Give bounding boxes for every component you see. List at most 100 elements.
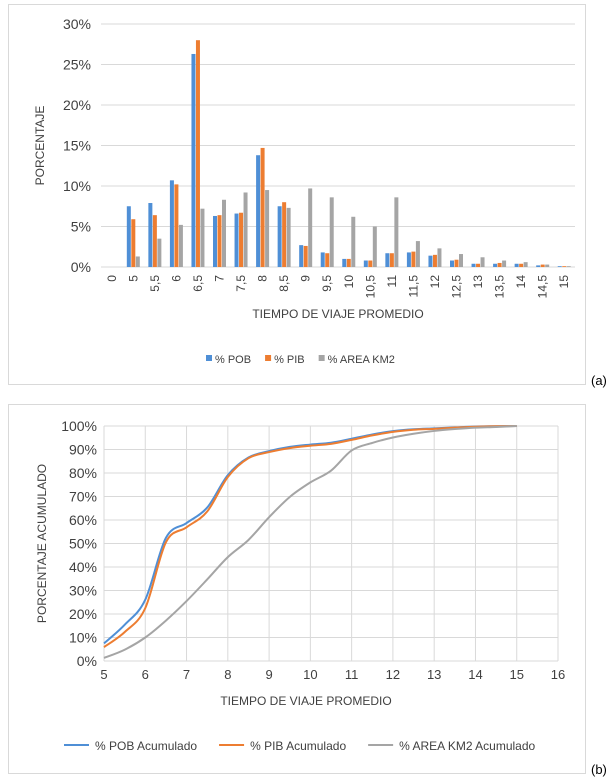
bar xyxy=(394,197,399,267)
bar xyxy=(372,226,377,267)
bar xyxy=(213,215,217,267)
y-tick-label: 20% xyxy=(63,97,91,113)
legend-swatch xyxy=(265,355,272,361)
x-tick-label: 11,5 xyxy=(406,275,420,298)
bar-chart: 0% 5% 10% 15% 20% 25% 30% 0 5 5,5 6 6,5 7 7,5 8 8,5 9 9,5… xyxy=(33,16,575,366)
legend-swatch xyxy=(206,355,212,361)
series-line xyxy=(103,425,517,648)
bar xyxy=(536,265,541,267)
x-tick-label: 8,5 xyxy=(277,275,291,292)
bar xyxy=(450,260,454,267)
y-tick-label: 15% xyxy=(63,138,91,154)
x-tick-label: 16 xyxy=(551,667,565,682)
legend-label: % PIB xyxy=(274,354,305,366)
bar xyxy=(265,190,270,267)
x-tick-label: 6 xyxy=(169,275,183,282)
legend-label: % POB Acumulado xyxy=(95,739,197,753)
x-tick-label: 15 xyxy=(557,275,571,289)
bar xyxy=(411,251,416,267)
x-tick-label: 5 xyxy=(100,667,107,682)
bar xyxy=(169,180,174,267)
bar xyxy=(157,238,162,267)
bar xyxy=(126,206,131,267)
y-tick-label: 5% xyxy=(71,219,91,235)
x-tick-label: 12 xyxy=(386,667,400,682)
bar xyxy=(514,263,519,267)
x-tick-label: 15 xyxy=(509,667,523,682)
bar xyxy=(454,259,459,267)
bar xyxy=(428,255,433,267)
y-tick-label: 40% xyxy=(69,559,97,575)
x-tick-label: 14,5 xyxy=(536,275,550,299)
line-chart: 0% 10% 20% 30% 40% 50% 60% 70% 80% 90% 100% 5 6 7 8 9 10… xyxy=(35,418,565,753)
chart-panel-a: 0% 5% 10% 15% 20% 25% 30% 0 5 5,5 6 6,5 7 7,5 8 8,5 9 9,5… xyxy=(8,4,586,385)
x-tick-label: 5,5 xyxy=(148,275,162,292)
x-tick-label: 8 xyxy=(256,275,270,282)
legend-label: % AREA KM2 xyxy=(328,354,395,366)
bar xyxy=(174,184,179,267)
legend-label: % PIB Acumulado xyxy=(250,739,346,753)
bar xyxy=(195,40,200,268)
x-tick-label: 7 xyxy=(183,667,190,682)
x-tick-label: 10,5 xyxy=(363,275,377,299)
x-tick-label: 9 xyxy=(299,275,313,282)
x-tick-label: 9 xyxy=(265,667,272,682)
bar xyxy=(346,258,351,267)
bar xyxy=(493,263,498,267)
bar xyxy=(389,253,394,267)
bar xyxy=(303,245,308,267)
bar xyxy=(148,203,153,267)
y-tick-label: 80% xyxy=(69,465,97,481)
y-tick-label: 30% xyxy=(63,16,91,32)
bar xyxy=(540,264,545,267)
bar xyxy=(234,213,239,267)
bar xyxy=(217,215,222,267)
legend-label: % AREA KM2 Acumulado xyxy=(399,739,535,753)
y-axis-title: PORCENTAJE xyxy=(33,106,47,186)
bar xyxy=(471,263,476,267)
x-tick-label: 7 xyxy=(213,275,227,282)
y-tick-label: 30% xyxy=(69,583,97,599)
x-tick-label: 13,5 xyxy=(493,275,507,299)
y-tick-label: 0% xyxy=(77,653,97,669)
x-tick-label: 11 xyxy=(345,667,359,682)
bar xyxy=(260,147,265,267)
bar xyxy=(363,260,368,267)
bar xyxy=(342,258,347,267)
bar xyxy=(566,266,571,267)
x-tick-label: 10 xyxy=(342,275,356,289)
y-tick-label: 70% xyxy=(69,489,97,505)
x-tick-label: 14 xyxy=(514,275,528,289)
bar xyxy=(200,208,205,267)
y-tick-label: 0% xyxy=(71,259,91,275)
bar xyxy=(320,252,325,267)
bar xyxy=(519,263,524,267)
legend-swatch xyxy=(318,355,325,361)
bar xyxy=(299,245,304,267)
bar xyxy=(256,155,261,267)
panel-label-b: (b) xyxy=(591,762,607,777)
x-tick-label: 13 xyxy=(427,667,441,682)
x-tick-label: 8 xyxy=(224,667,231,682)
bar xyxy=(562,266,567,267)
bar xyxy=(178,224,183,267)
x-axis-title: TIEMPO DE VIAJE PROMEDIO xyxy=(252,307,423,321)
x-tick-label: 6,5 xyxy=(191,275,205,292)
bar xyxy=(222,199,226,267)
bar xyxy=(351,216,356,267)
x-tick-label: 0 xyxy=(105,275,119,282)
x-tick-label: 13 xyxy=(471,275,485,289)
x-tick-label: 7,5 xyxy=(234,275,248,292)
bar xyxy=(131,219,136,267)
x-tick-label: 6 xyxy=(142,667,149,682)
bar xyxy=(557,266,562,267)
y-axis-title: PORCENTAJE ACUMULADO xyxy=(35,464,49,623)
bar xyxy=(523,262,528,267)
bar xyxy=(480,257,485,267)
bar xyxy=(385,253,390,267)
y-tick-label: 20% xyxy=(69,606,97,622)
legend-label: % POB xyxy=(215,354,251,366)
bar xyxy=(239,212,244,267)
x-tick-label: 9,5 xyxy=(320,275,334,292)
bar xyxy=(432,254,437,267)
